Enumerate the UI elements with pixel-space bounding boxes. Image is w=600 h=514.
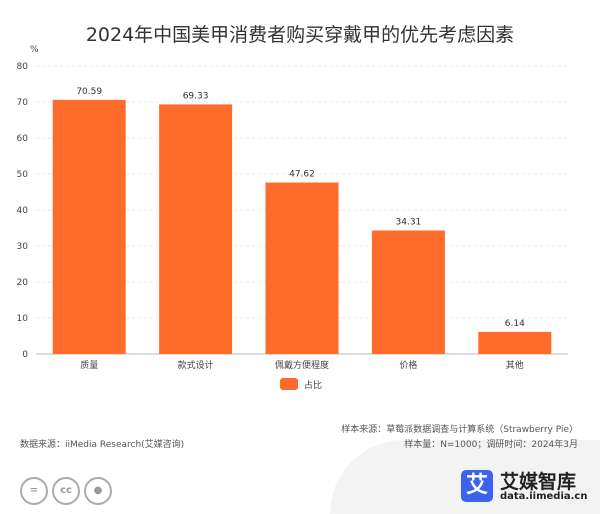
x-tick-label: 佩戴方便程度 [275,359,329,371]
bar-chart: 0 10 20 30 40 50 60 70 80% 70.59 质量 69.33 款式设计 47.62 佩… [17,45,568,391]
y-tick-label: 60 [17,134,29,144]
bar [52,99,126,354]
data-label: 69.33 [183,91,209,101]
legend-swatch [280,378,298,390]
bar [265,182,339,354]
x-tick-label: 其他 [506,359,524,371]
x-tick-label: 价格 [399,359,417,371]
legend-label: 占比 [304,379,322,391]
data-label: 6.14 [505,319,525,329]
data-label: 70.59 [76,87,102,97]
x-tick-label: 质量 [80,359,98,371]
y-tick-label: 0 [22,350,28,360]
y-tick-label: 50 [17,170,29,180]
bar [159,104,233,354]
data-label: 47.62 [289,170,315,180]
by-license-icon: ● [84,477,112,505]
y-axis-label: % [30,45,39,55]
y-tick-label: 40 [17,206,29,216]
sample-size: 样本量：N=1000；调研时间：2024年3月 [404,440,578,450]
brand-url: data.iimedia.cn [500,491,588,502]
y-tick-label: 80 [17,62,29,72]
sample-source: 样本来源：草莓派数据调查与计算系统（Strawberry Pie） [341,425,578,435]
cc-license-icon: cc [52,477,80,505]
bar [371,230,445,354]
bar [478,331,552,354]
y-tick-label: 10 [17,314,29,324]
chart-title: 2024年中国美甲消费者购买穿戴甲的优先考虑因素 [85,24,515,46]
data-label: 34.31 [396,217,422,227]
brand-logo-icon: 艾 [461,470,493,502]
data-source: 数据来源：iiMedia Research(艾媒咨询) [20,440,185,450]
brand-name: 艾媒智库 [500,471,577,493]
nd-license-icon: = [20,477,48,505]
y-tick-label: 30 [17,242,29,252]
x-tick-label: 款式设计 [178,359,214,371]
y-tick-label: 70 [17,98,29,108]
y-tick-label: 20 [17,278,29,288]
